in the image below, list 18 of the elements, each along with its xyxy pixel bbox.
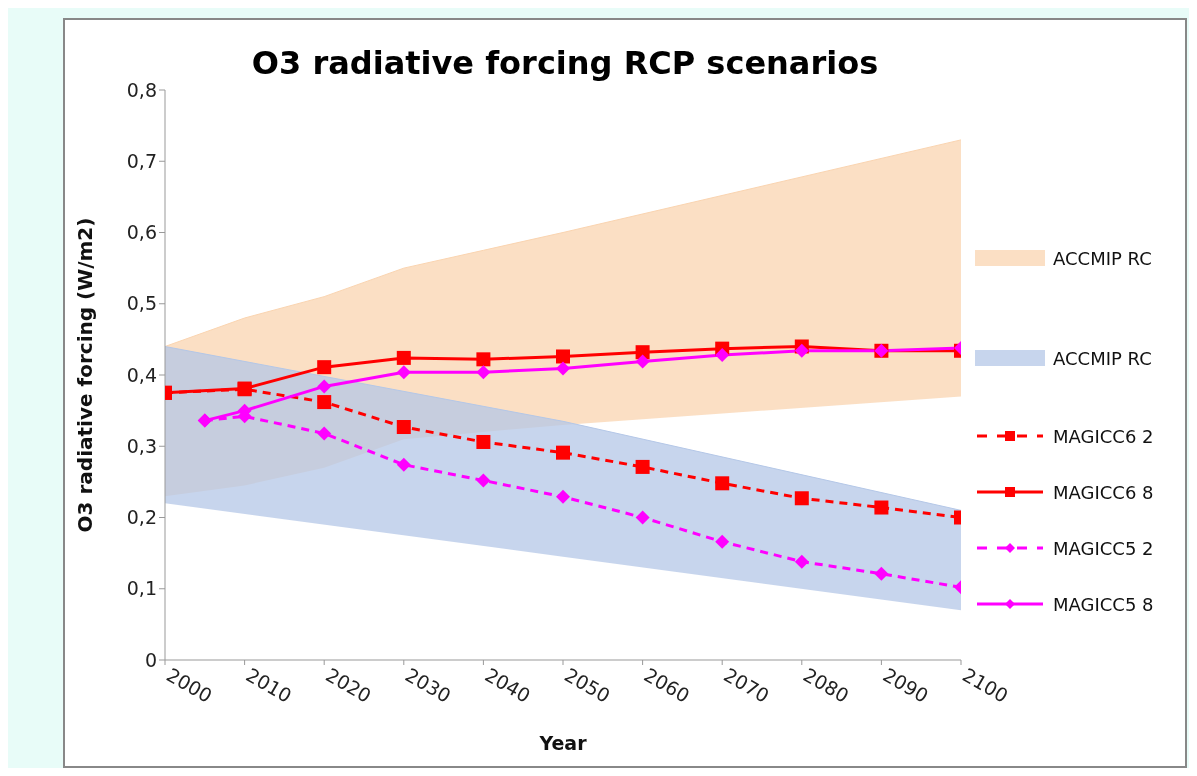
y-axis-title: O3 radiative forcing (W/m2) [73,217,98,533]
y-tick-label: 0,8 [126,78,157,101]
legend-label: MAGICC5 8 [1053,593,1154,615]
y-tick-label: 0 [144,648,157,671]
legend-label: MAGICC5 2 [1053,537,1154,559]
chart-title: O3 radiative forcing RCP scenarios [251,44,879,82]
legend-label: ACCMIP RC [1053,347,1152,369]
y-tick-label: 0,6 [126,221,157,244]
y-tick-label: 0,5 [126,292,157,315]
y-tick-label: 0,3 [126,434,157,457]
legend-label: MAGICC6 8 [1053,481,1154,503]
y-tick-label: 0,1 [126,577,157,600]
y-tick-label: 0,4 [126,363,157,386]
x-axis-title: Year [538,732,588,754]
legend-label: ACCMIP RC [1053,247,1152,269]
legend-label: MAGICC6 2 [1053,425,1154,447]
y-tick-label: 0,2 [126,506,157,529]
y-tick-label: 0,7 [126,149,157,172]
